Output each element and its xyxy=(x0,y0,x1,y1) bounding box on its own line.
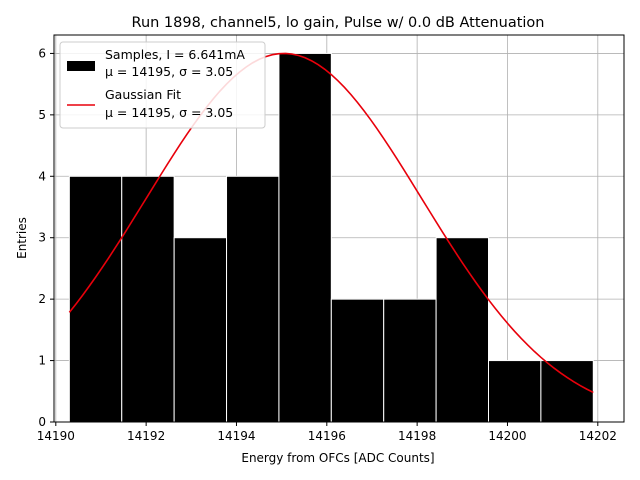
legend-fit-stats: μ = 14195, σ = 3.05 xyxy=(105,105,233,120)
legend-histogram-label: Samples, I = 6.641mA xyxy=(105,47,245,62)
histogram-bar xyxy=(278,52,332,423)
legend: Samples, I = 6.641mA μ = 14195, σ = 3.05… xyxy=(59,41,266,129)
x-tick-label: 14192 xyxy=(127,429,165,443)
x-tick-label: 14194 xyxy=(217,429,255,443)
gaussian-fit-line xyxy=(68,52,594,394)
histogram-bar xyxy=(121,175,175,423)
histogram-bars xyxy=(68,52,594,423)
y-tick-label: 5 xyxy=(38,108,46,122)
histogram-bar xyxy=(435,237,490,423)
legend-histogram-stats: μ = 14195, σ = 3.05 xyxy=(105,64,233,79)
y-tick-label: 0 xyxy=(38,415,46,429)
x-tick-label: 14190 xyxy=(37,429,75,443)
y-axis-label: Entries xyxy=(15,217,29,259)
chart-title: Run 1898, channel5, lo gain, Pulse w/ 0.… xyxy=(132,15,545,31)
histogram-bar xyxy=(226,175,280,423)
x-axis-label: Energy from OFCs [ADC Counts] xyxy=(241,451,434,465)
legend-histogram-swatch xyxy=(67,61,95,71)
legend-fit-label: Gaussian Fit xyxy=(105,87,181,102)
x-tick-label: 14198 xyxy=(398,429,436,443)
y-tick-label: 1 xyxy=(38,354,46,368)
histogram-bar xyxy=(488,360,542,423)
histogram-bar xyxy=(540,360,594,423)
legend-box xyxy=(59,41,266,129)
x-tick-label: 14200 xyxy=(488,429,526,443)
y-tick-label: 4 xyxy=(38,169,46,183)
histogram-bar xyxy=(330,298,385,423)
histogram-bar xyxy=(173,237,228,423)
y-tick-label: 6 xyxy=(38,46,46,60)
plot-frame xyxy=(53,34,625,423)
y-tick-label: 3 xyxy=(38,231,46,245)
x-axis-ticks: 14190 14192 14194 14196 14198 14200 14202 xyxy=(37,422,617,443)
x-tick-label: 14202 xyxy=(579,429,617,443)
y-tick-label: 2 xyxy=(38,292,46,306)
x-tick-label: 14196 xyxy=(308,429,346,443)
y-axis-ticks: 0 1 2 3 4 5 6 xyxy=(38,46,54,429)
histogram-bar xyxy=(68,175,123,423)
histogram-bar xyxy=(383,298,437,423)
